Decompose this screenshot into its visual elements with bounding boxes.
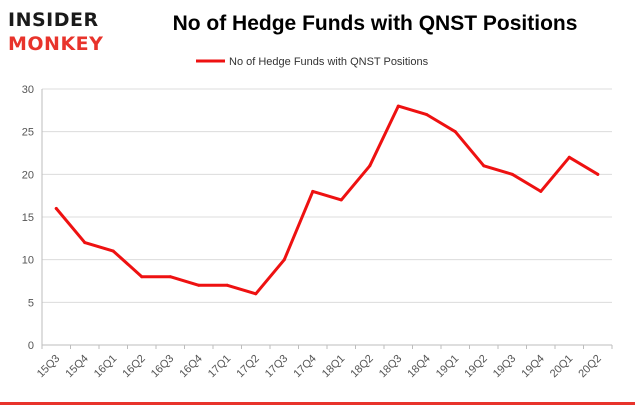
- y-tick-label: 10: [22, 255, 34, 267]
- data-point-19Q2: [482, 164, 486, 168]
- series-line: [54, 104, 600, 296]
- x-tick-label: 18Q2: [348, 353, 376, 381]
- y-tick-labels: 0 5 10 15 20 25 30: [22, 84, 34, 352]
- y-tick-label: 20: [22, 169, 34, 181]
- bottom-accent-bar: [0, 402, 635, 405]
- data-point-18Q2: [368, 164, 372, 168]
- legend: No of Hedge Funds with QNST Positions: [196, 56, 429, 68]
- x-tick-label: 16Q1: [92, 353, 120, 381]
- x-tick-labels: 15Q3 15Q4 16Q1 16Q2 16Q3 16Q4 17Q1 17Q2 17Q3 17Q4…: [35, 353, 604, 381]
- data-point-16Q4: [197, 283, 201, 287]
- x-tick-label: 20Q1: [548, 353, 576, 381]
- data-point-18Q4: [425, 113, 429, 117]
- data-point-17Q3: [282, 258, 286, 262]
- data-point-15Q3: [54, 206, 58, 210]
- x-tick-label: 15Q3: [35, 353, 63, 381]
- data-point-19Q1: [453, 130, 457, 134]
- x-tick-label: 16Q2: [120, 353, 148, 381]
- data-point-18Q1: [339, 198, 343, 202]
- series: [54, 104, 600, 296]
- data-point-19Q4: [539, 189, 543, 193]
- gridlines: [42, 88, 612, 303]
- data-point-17Q1: [225, 283, 229, 287]
- chart-title: No of Hedge Funds with QNST Positions: [172, 12, 578, 35]
- data-point-17Q4: [311, 189, 315, 193]
- data-point-20Q1: [567, 155, 571, 159]
- data-point-19Q3: [510, 172, 514, 176]
- x-tick-label: 18Q1: [320, 353, 348, 381]
- x-tick-label: 17Q2: [234, 353, 262, 381]
- data-point-16Q1: [111, 249, 115, 253]
- insider-monkey-logo: INSIDER MONKEY: [8, 9, 103, 55]
- data-point-18Q3: [396, 104, 400, 108]
- x-tick-label: 20Q2: [576, 353, 604, 381]
- x-tick-label: 19Q3: [491, 353, 519, 381]
- y-tick-label: 5: [28, 297, 34, 309]
- y-tick-label: 0: [28, 340, 34, 352]
- data-point-16Q2: [140, 275, 144, 279]
- legend-label: No of Hedge Funds with QNST Positions: [229, 56, 429, 68]
- x-tick-label: 16Q4: [177, 353, 205, 381]
- y-tick-label: 15: [22, 212, 34, 224]
- x-tick-label: 17Q1: [206, 353, 234, 381]
- data-point-16Q3: [168, 275, 172, 279]
- x-tick-label: 18Q4: [405, 353, 433, 381]
- axes: [41, 89, 613, 349]
- x-tick-label: 15Q4: [63, 353, 91, 381]
- data-point-15Q4: [83, 241, 87, 245]
- y-tick-label: 30: [22, 84, 34, 96]
- x-tick-label: 16Q3: [149, 353, 177, 381]
- data-point-17Q2: [254, 292, 258, 296]
- logo-line-insider: INSIDER: [8, 9, 99, 31]
- y-tick-label: 25: [22, 127, 34, 139]
- data-point-20Q2: [596, 172, 600, 176]
- x-tick-label: 17Q3: [263, 353, 291, 381]
- x-tick-label: 19Q1: [434, 353, 462, 381]
- x-tick-label: 18Q3: [377, 353, 405, 381]
- x-tick-label: 17Q4: [291, 353, 319, 381]
- x-tick-label: 19Q4: [519, 353, 547, 381]
- logo-line-monkey: MONKEY: [8, 33, 103, 55]
- x-tick-label: 19Q2: [462, 353, 490, 381]
